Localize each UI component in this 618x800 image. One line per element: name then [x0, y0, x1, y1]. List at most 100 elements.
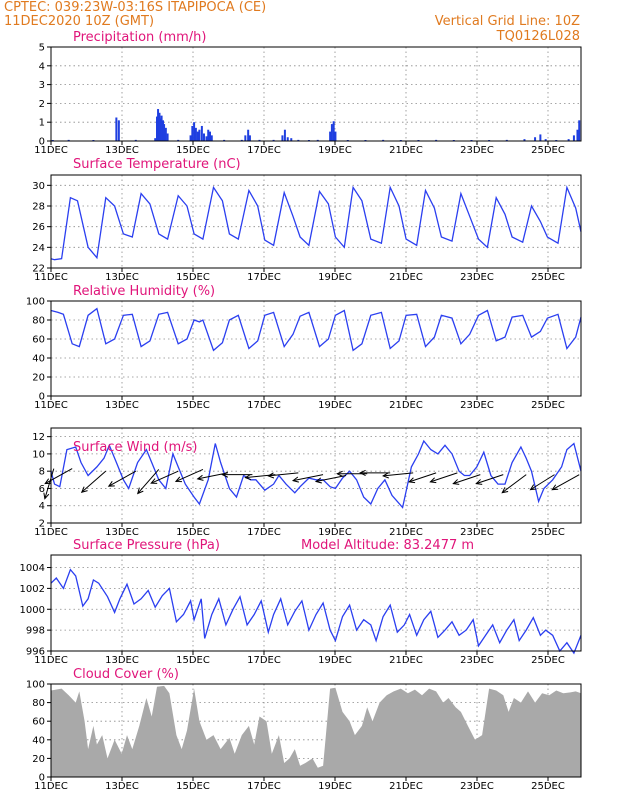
- precip-bar: [523, 139, 526, 141]
- header-station: CPTEC: 039:23W-03:16S ITAPIPOCA (CE): [4, 0, 266, 15]
- precip-bar: [505, 139, 508, 141]
- wind-arrow: [108, 470, 137, 487]
- y-tick-label: 100: [26, 680, 45, 691]
- y-tick-label: 4: [39, 501, 45, 512]
- wind-arrow: [137, 469, 160, 494]
- precip-bar: [191, 125, 194, 141]
- x-tick-label: 13DEC: [105, 655, 139, 666]
- wind-arrow: [501, 474, 527, 494]
- y-tick-label: 2: [39, 99, 45, 110]
- wind-arrow-head: [336, 470, 343, 477]
- wind-arrow-head: [107, 480, 115, 487]
- y-tick-label: 998: [26, 626, 45, 637]
- panel-6: Cloud Cover (%) 0 20 40 60 80 100 11DEC 13DEC 15D…: [26, 667, 582, 792]
- x-tick-label: 19DEC: [318, 655, 352, 666]
- y-tick-label: 996: [26, 647, 45, 658]
- panel-frame: [50, 300, 582, 397]
- precip-bar: [332, 121, 335, 141]
- wind-arrow-head: [174, 476, 182, 483]
- panel-title: Cloud Cover (%): [73, 667, 179, 682]
- x-tick-label: 25DEC: [531, 145, 565, 156]
- panel-title: Relative Humidity (%): [73, 284, 215, 299]
- wind-arrow-head: [501, 487, 509, 494]
- header-run-time: 11DEC2020 10Z (GMT): [4, 14, 154, 29]
- x-tick-label: 15DEC: [176, 655, 210, 666]
- x-tick-label: 21DEC: [389, 527, 423, 538]
- wind-arrow: [175, 468, 204, 482]
- x-tick-label: 23DEC: [460, 400, 494, 411]
- y-tick-label: 8: [39, 467, 45, 478]
- y-tick-label: 12: [32, 432, 45, 443]
- x-tick-label: 17DEC: [247, 400, 281, 411]
- panel-title: Precipitation (mm/h): [73, 30, 206, 45]
- wind-arrow-head: [452, 479, 460, 485]
- y-tick-label: 80: [32, 316, 45, 327]
- precip-bar: [286, 137, 289, 141]
- y-tick-label: 40: [32, 735, 45, 746]
- x-tick-label: 13DEC: [105, 527, 139, 538]
- precip-bar: [205, 136, 208, 141]
- precip-bar: [330, 124, 333, 141]
- y-tick-label: 100: [26, 297, 45, 308]
- precip-bar: [194, 127, 197, 141]
- precip-bar: [334, 131, 337, 141]
- x-tick-label: 15DEC: [176, 400, 210, 411]
- precip-bar: [160, 115, 163, 141]
- x-tick-label: 23DEC: [460, 781, 494, 792]
- x-tick-label: 25DEC: [531, 781, 565, 792]
- y-tick-label: 28: [32, 202, 45, 213]
- y-tick-label: 2: [39, 519, 45, 530]
- x-tick-label: 11DEC: [34, 145, 68, 156]
- x-tick-label: 13DEC: [105, 145, 139, 156]
- precip-bar: [196, 131, 199, 141]
- y-tick-label: 0: [39, 773, 45, 784]
- header-model-code: TQ0126L028: [496, 29, 580, 44]
- panel-frame: [50, 683, 582, 778]
- x-tick-label: 21DEC: [389, 145, 423, 156]
- x-tick-label: 11DEC: [34, 781, 68, 792]
- wind-arrow: [551, 474, 580, 491]
- panel-3: Relative Humidity (%) 0 20 40 60 80 100 11DEC 13…: [26, 284, 582, 411]
- precip-bar: [248, 135, 251, 141]
- series-line: [50, 307, 582, 352]
- wind-arrow-head: [359, 469, 366, 476]
- x-tick-label: 11DEC: [34, 272, 68, 283]
- wind-arrow: [530, 474, 555, 491]
- wind-arrow: [268, 472, 299, 477]
- panel-4: Surface Wind (m/s) 2 4 6 8 10 12 11DEC 13DEC 15DE…: [32, 427, 582, 538]
- wind-arrow-head: [43, 492, 50, 500]
- x-tick-label: 11DEC: [34, 400, 68, 411]
- precip-bar: [198, 129, 201, 141]
- wind-arrow-head: [244, 474, 252, 481]
- precip-bar: [189, 135, 192, 141]
- cloud-cover-area: [51, 685, 581, 777]
- y-tick-label: 4: [39, 61, 45, 72]
- header-grid-line: Vertical Grid Line: 10Z: [435, 14, 580, 29]
- panel-frame: [50, 427, 582, 524]
- y-tick-label: 26: [32, 222, 45, 233]
- precip-bar: [134, 139, 137, 141]
- y-tick-label: 20: [32, 754, 45, 765]
- wind-arrow: [150, 470, 179, 484]
- y-tick-label: 5: [39, 43, 45, 54]
- y-tick-label: 22: [32, 264, 45, 275]
- wind-arrow-head: [475, 479, 483, 485]
- precip-bar: [576, 129, 579, 141]
- precip-bar: [117, 120, 120, 141]
- x-tick-label: 19DEC: [318, 400, 352, 411]
- precip-bar: [115, 117, 118, 141]
- wind-arrow-head: [314, 477, 322, 484]
- wind-arrow: [453, 474, 481, 485]
- precip-bar: [258, 139, 261, 141]
- wind-arrow-head: [196, 474, 204, 481]
- wind-arrow: [408, 472, 437, 483]
- x-tick-label: 21DEC: [389, 655, 423, 666]
- precip-bar: [567, 139, 570, 141]
- x-tick-label: 25DEC: [531, 272, 565, 283]
- y-tick-label: 20: [32, 373, 45, 384]
- wind-arrow-head: [529, 484, 537, 491]
- precip-bar: [544, 139, 547, 141]
- wind-arrow-head: [137, 487, 144, 495]
- series-line: [50, 568, 582, 655]
- wind-arrow: [315, 475, 347, 482]
